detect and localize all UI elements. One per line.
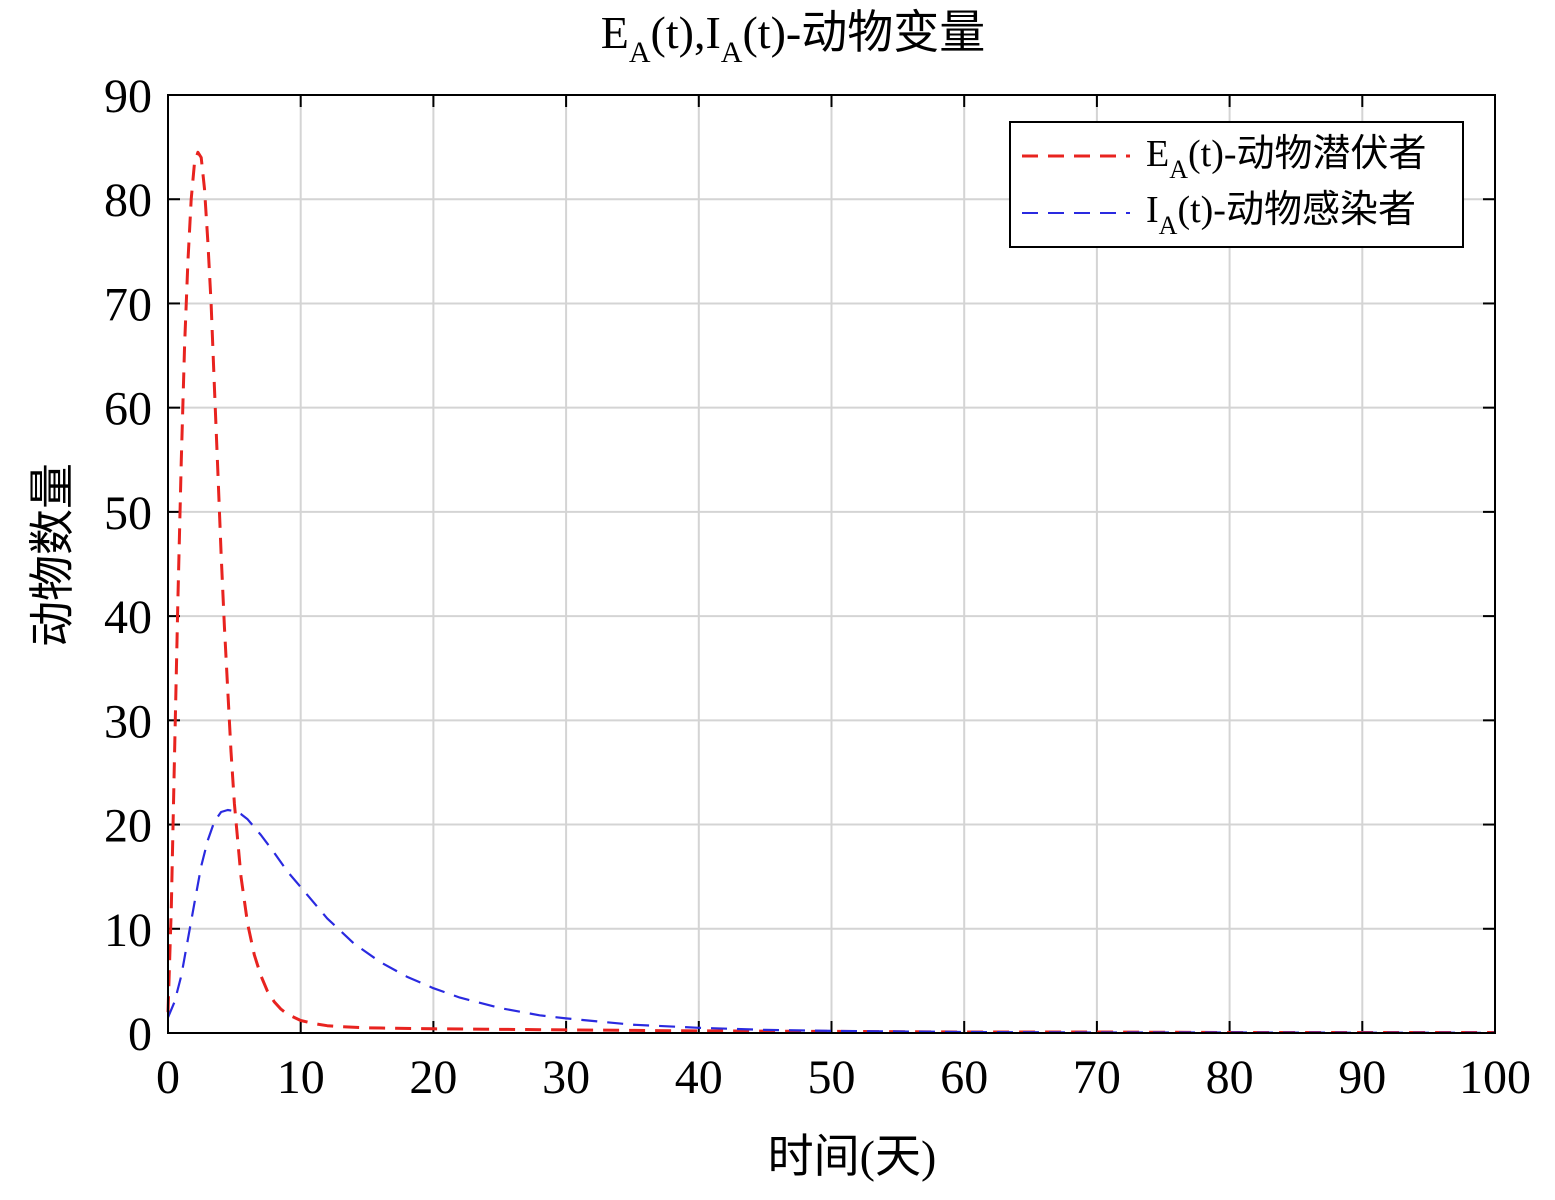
x-tick-label: 70 — [1073, 1051, 1121, 1104]
y-tick-label: 40 — [104, 591, 152, 644]
y-tick-label: 30 — [104, 695, 152, 748]
legend-label-e: EA(t)-动物潜伏者 — [1146, 133, 1427, 184]
x-axis-label: 时间(天) — [768, 1131, 937, 1182]
x-tick-label: 80 — [1206, 1051, 1254, 1104]
y-tick-label: 20 — [104, 800, 152, 853]
y-tick-label: 0 — [128, 1008, 152, 1061]
plot-frame — [167, 94, 1496, 1034]
legend-box — [1009, 121, 1464, 248]
x-tick-label: 60 — [940, 1051, 988, 1104]
x-tick-labels: 0 10 20 30 40 50 60 70 80 90 100 — [156, 1051, 1531, 1104]
x-tick-label: 10 — [277, 1051, 325, 1104]
y-tick-labels: 0 10 20 30 40 50 60 70 80 90 — [104, 70, 152, 1061]
x-tick-label: 90 — [1338, 1051, 1386, 1104]
chart-title: EA(t),IA(t)-动物变量 — [601, 7, 985, 69]
series-line-i — [166, 808, 1496, 1034]
y-axis-label: 动物数量 — [27, 463, 78, 647]
x-tick-label: 0 — [156, 1051, 180, 1104]
x-tick-label: 100 — [1459, 1051, 1531, 1104]
y-tick-label: 90 — [104, 70, 152, 123]
x-tick-label: 50 — [808, 1051, 856, 1104]
x-tick-label: 40 — [675, 1051, 723, 1104]
y-tick-label: 80 — [104, 174, 152, 227]
y-tick-label: 10 — [104, 904, 152, 957]
y-tick-label: 70 — [104, 278, 152, 331]
y-tick-label: 60 — [104, 383, 152, 436]
x-tick-label: 30 — [542, 1051, 590, 1104]
series-line-e — [166, 150, 1495, 1034]
series-lines — [166, 150, 1496, 1034]
legend: EA(t)-动物潜伏者 IA(t)-动物感染者 — [1009, 121, 1464, 248]
y-tick-label: 50 — [104, 487, 152, 540]
legend-label-i: IA(t)-动物感染者 — [1146, 189, 1416, 240]
x-tick-label: 20 — [409, 1051, 457, 1104]
